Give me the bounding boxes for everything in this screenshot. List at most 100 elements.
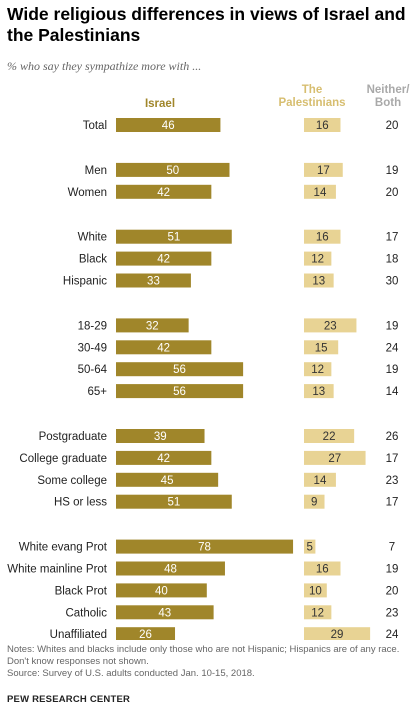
value-israel-black-prot: 40	[155, 585, 168, 597]
notes: Notes: Whites and blacks include only th…	[7, 644, 417, 680]
value-neither-catholic: 23	[386, 607, 399, 619]
value-palestinians-black-prot: 10	[309, 585, 322, 597]
value-israel-white-mainline-prot: 48	[164, 564, 177, 576]
header-neither: Neither/ Both	[358, 84, 418, 110]
category-label-total: Total	[83, 120, 107, 132]
bar-israel-postgraduate	[116, 429, 205, 443]
value-israel-men: 50	[166, 165, 179, 177]
value-israel-hs-or-less: 51	[167, 497, 180, 509]
value-palestinians-college-graduate: 27	[328, 453, 341, 465]
value-palestinians-hispanic: 13	[312, 276, 325, 288]
category-label-some-college: Some college	[37, 475, 107, 487]
header-neither-line1: Neither/	[366, 84, 410, 96]
value-neither-black-prot: 20	[386, 585, 399, 597]
category-label-women: Women	[68, 187, 107, 199]
header-israel-label: Israel	[144, 98, 176, 110]
value-israel-50-64: 56	[173, 364, 186, 376]
bar-israel-women	[116, 184, 212, 199]
bar-israel-white-mainline-prot	[116, 561, 225, 576]
header-neither-line2: Both	[374, 97, 402, 109]
value-neither-hispanic: 30	[386, 276, 399, 288]
bar-israel-college-graduate	[116, 450, 212, 465]
value-neither-black: 18	[386, 254, 399, 266]
bar-israel-hs-or-less	[116, 494, 232, 509]
bar-palestinians-total	[304, 118, 341, 132]
category-label-catholic: Catholic	[65, 607, 107, 619]
bar-palestinians-30-49	[304, 340, 339, 355]
value-neither-men: 19	[386, 165, 399, 177]
bar-israel-catholic	[116, 605, 214, 620]
chart-svg: Total 46 16 20 Men 50 17 19 Women 42 14 20 White 51 16…	[7, 118, 399, 640]
notes-line3: Source: Survey of U.S. adults conducted …	[7, 668, 255, 679]
bar-palestinians-men	[304, 162, 343, 177]
category-label-30-49: 30-49	[78, 342, 107, 354]
category-label-white: White	[78, 232, 107, 244]
value-neither-30-49: 24	[386, 342, 399, 354]
bar-israel-black-prot	[116, 583, 207, 598]
bar-palestinians-postgraduate	[304, 429, 355, 443]
bar-israel-men	[116, 162, 230, 177]
value-neither-hs-or-less: 17	[386, 497, 399, 509]
category-label-white-mainline-prot: White mainline Prot	[7, 564, 108, 576]
bar-israel-65-	[116, 384, 244, 399]
category-label-black: Black	[79, 254, 107, 266]
bar-israel-white	[116, 229, 232, 244]
bar-palestinians-college-graduate	[304, 450, 366, 465]
value-palestinians-50-64: 12	[311, 364, 324, 376]
value-palestinians-postgraduate: 22	[323, 431, 336, 443]
bar-palestinians-18-29	[304, 318, 357, 333]
category-label-white-evang-prot: White evang Prot	[19, 542, 108, 554]
value-israel-black: 42	[157, 254, 170, 266]
value-neither-women: 20	[386, 187, 399, 199]
value-israel-hispanic: 33	[147, 276, 160, 288]
value-neither-total: 20	[386, 120, 399, 132]
value-israel-women: 42	[157, 187, 170, 199]
bar-israel-black	[116, 251, 212, 266]
value-palestinians-hs-or-less: 9	[311, 497, 317, 509]
header-palestinians-line1: The	[301, 84, 323, 96]
value-israel-total: 46	[162, 120, 175, 132]
value-israel-some-college: 45	[161, 475, 174, 487]
header-palestinians-line2: Palestinians	[278, 97, 346, 109]
bar-israel-30-49	[116, 340, 212, 355]
bar-palestinians-catholic	[304, 605, 332, 620]
category-label-black-prot: Black Prot	[55, 585, 108, 597]
value-palestinians-white-evang-prot: 5	[306, 542, 312, 554]
bar-palestinians-black-prot	[304, 583, 327, 598]
bar-palestinians-hs-or-less	[304, 494, 325, 509]
category-label-postgraduate: Postgraduate	[39, 431, 107, 443]
value-palestinians-white: 16	[316, 232, 329, 244]
category-label-hs-or-less: HS or less	[54, 497, 107, 509]
bar-palestinians-white-mainline-prot	[304, 561, 341, 576]
category-label-50-64: 50-64	[78, 364, 108, 376]
value-palestinians-men: 17	[317, 165, 330, 177]
bar-palestinians-black	[304, 251, 332, 266]
value-palestinians-black: 12	[311, 254, 324, 266]
value-israel-white-evang-prot: 78	[198, 542, 211, 554]
value-palestinians-catholic: 12	[311, 607, 324, 619]
value-israel-unaffiliated: 26	[139, 629, 152, 640]
value-israel-30-49: 42	[157, 342, 170, 354]
value-neither-50-64: 19	[386, 364, 399, 376]
value-neither-18-29: 19	[386, 320, 399, 332]
value-israel-18-29: 32	[146, 320, 159, 332]
bar-israel-18-29	[116, 318, 189, 333]
chart-subtitle: % who say they sympathize more with ...	[7, 59, 202, 73]
category-label-college-graduate: College graduate	[19, 453, 107, 465]
bar-palestinians-hispanic	[304, 273, 334, 288]
header-palestinians: The Palestinians	[262, 84, 362, 110]
bar-palestinians-65-	[304, 384, 334, 399]
value-palestinians-total: 16	[316, 120, 329, 132]
chart-title: Wide religious differences in views of I…	[7, 4, 406, 45]
value-palestinians-30-49: 15	[315, 342, 328, 354]
bar-israel-total	[116, 118, 221, 132]
notes-line1: Notes: Whites and blacks include only th…	[7, 644, 400, 655]
bar-palestinians-some-college	[304, 472, 336, 487]
value-neither-unaffiliated: 24	[386, 629, 399, 640]
value-palestinians-unaffiliated: 29	[331, 629, 344, 640]
category-label-18-29: 18-29	[78, 320, 107, 332]
bar-palestinians-white-evang-prot	[304, 539, 316, 554]
value-palestinians-some-college: 14	[314, 475, 327, 487]
bar-israel-unaffiliated	[116, 627, 176, 640]
value-israel-catholic: 43	[158, 607, 171, 619]
